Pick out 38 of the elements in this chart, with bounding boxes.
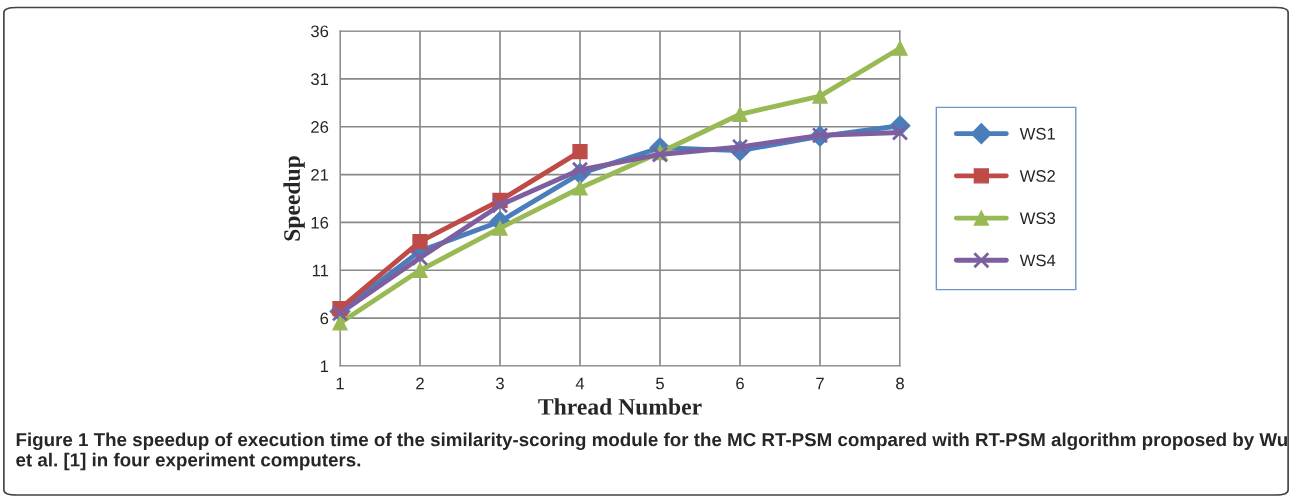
legend-label: WS2 — [1019, 170, 1055, 182]
point — [412, 262, 428, 278]
y-tick-label: 6 — [320, 312, 329, 325]
point — [491, 196, 509, 214]
point — [331, 305, 349, 322]
y-tick-label: 31 — [310, 73, 329, 86]
x-tick-label: 2 — [416, 377, 424, 390]
x-tick-label: 1 — [336, 377, 344, 390]
x-tick-label: 4 — [575, 377, 585, 390]
y-tick-label: 26 — [311, 121, 329, 133]
legend-label: WS1 — [1019, 127, 1055, 140]
y-tick-label: 1 — [320, 360, 329, 373]
x-tick-label: 5 — [656, 377, 664, 390]
point — [572, 143, 588, 160]
legend-label: WS4 — [1019, 254, 1056, 267]
y-tick-label: 21 — [311, 168, 329, 181]
point — [332, 315, 348, 331]
y-axis-title: Speedup — [283, 156, 305, 241]
x-tick-label: 8 — [896, 377, 904, 390]
x-tick-label: 6 — [736, 377, 744, 390]
x-tick-label: 7 — [816, 377, 824, 390]
x-tick-label: 3 — [496, 377, 504, 390]
caption: Figure 1 The speedup of execution time of the similarity-scoring module for the MC RT-PSM compared with RT-PSM algorithm proposed by Wu et al. [1] in four experiment computers. — [16, 432, 1287, 471]
point — [571, 161, 589, 179]
legend-label: WS3 — [1019, 212, 1056, 225]
point — [492, 220, 508, 236]
point — [812, 88, 828, 104]
point — [572, 180, 588, 196]
point — [411, 249, 429, 267]
x-axis-title: Thread Number — [538, 398, 702, 415]
point — [732, 106, 748, 122]
point — [731, 138, 749, 156]
point — [891, 124, 909, 141]
y-tick-label: 36 — [310, 25, 329, 38]
y-tick-label: 16 — [311, 216, 329, 229]
y-tick-label: 11 — [312, 264, 329, 277]
point — [412, 233, 428, 250]
point — [892, 40, 908, 56]
